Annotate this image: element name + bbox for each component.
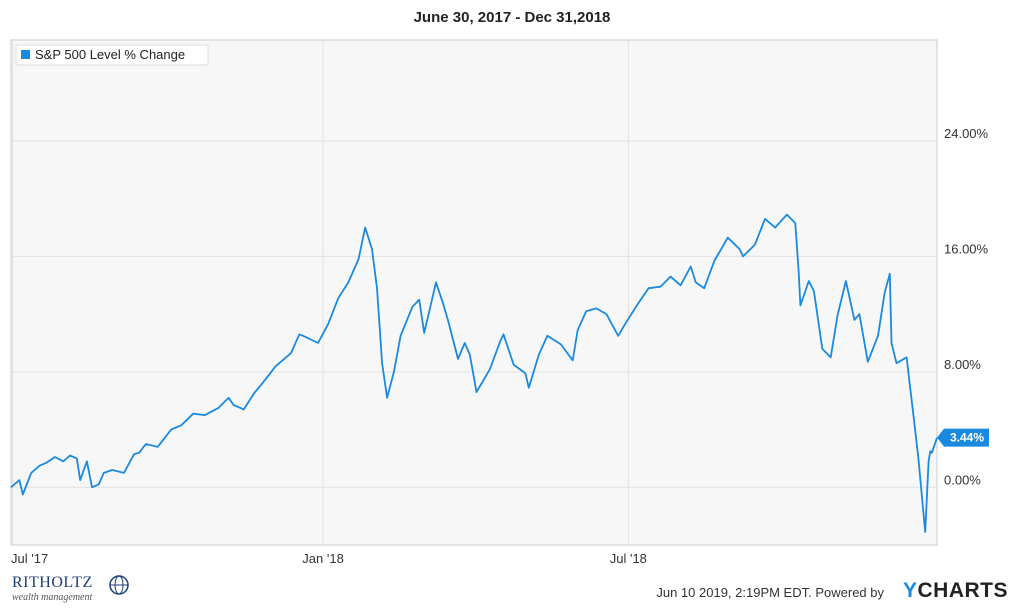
y-tick-label: 16.00% — [944, 241, 989, 256]
ritholtz-logo-name: RITHOLTZ — [12, 574, 93, 591]
footer-timestamp: Jun 10 2019, 2:19PM EDT. Powered by — [656, 585, 884, 600]
legend-label: S&P 500 Level % Change — [35, 47, 185, 62]
ycharts-logo-y: Y — [902, 579, 918, 602]
line-layer — [10, 213, 938, 533]
x-tick-label: Jan '18 — [302, 551, 344, 566]
x-tick-label: Jul '17 — [11, 551, 48, 566]
last-value-badge: 3.44% — [937, 428, 989, 447]
y-tick-label: 0.00% — [944, 472, 981, 487]
last-value-badge-shape — [937, 428, 989, 447]
y-tick-label: 24.00% — [944, 126, 989, 141]
last-value-badge-text: 3.44% — [950, 431, 984, 445]
ritholtz-logo-tagline: wealth management — [12, 592, 93, 603]
x-tick-label: Jul '18 — [610, 551, 647, 566]
plot-area — [10, 39, 938, 546]
legend-swatch — [21, 50, 30, 59]
legend-box — [15, 44, 209, 66]
tick-layer: 24.00% 16.00% 8.00% 0.00% Jul '17 Jan '18 Jul … — [11, 126, 989, 566]
series-line — [10, 213, 938, 533]
ritholtz-logo: RITHOLTZ wealth management — [12, 572, 132, 606]
y-tick-label: 8.00% — [944, 357, 981, 372]
grid-layer — [11, 40, 937, 545]
globe-icon — [109, 575, 129, 595]
ycharts-logo-rest: CHARTS — [917, 579, 1008, 602]
chart-title: June 30, 2017 - Dec 31,2018 — [413, 9, 611, 26]
ycharts-logo[interactable]: YCHARTS — [903, 579, 1008, 603]
legend[interactable]: S&P 500 Level % Change — [15, 44, 209, 66]
